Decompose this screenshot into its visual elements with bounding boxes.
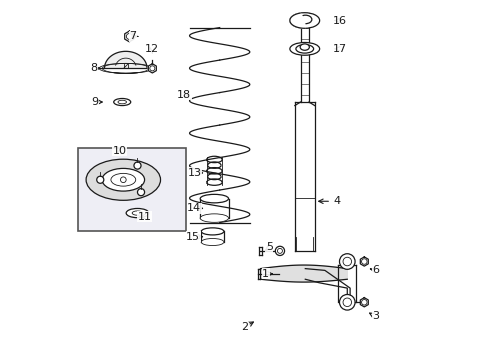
- Text: 9: 9: [91, 97, 98, 107]
- Ellipse shape: [111, 174, 136, 186]
- Circle shape: [149, 66, 155, 71]
- Circle shape: [120, 177, 126, 183]
- Text: 14: 14: [187, 203, 201, 213]
- Ellipse shape: [295, 45, 313, 53]
- Ellipse shape: [114, 99, 130, 105]
- Ellipse shape: [200, 214, 228, 222]
- Ellipse shape: [132, 211, 142, 215]
- Circle shape: [97, 176, 103, 183]
- Ellipse shape: [126, 208, 148, 218]
- Circle shape: [343, 257, 351, 266]
- Polygon shape: [289, 13, 304, 28]
- Text: 18: 18: [177, 90, 191, 100]
- Text: 6: 6: [371, 265, 378, 275]
- Bar: [78, 148, 185, 231]
- Polygon shape: [124, 31, 134, 42]
- Ellipse shape: [300, 44, 309, 50]
- Text: 2: 2: [241, 322, 247, 332]
- Circle shape: [343, 298, 351, 306]
- Ellipse shape: [289, 13, 319, 28]
- Circle shape: [126, 33, 132, 39]
- Circle shape: [339, 254, 354, 269]
- Circle shape: [137, 189, 144, 196]
- Circle shape: [275, 246, 284, 256]
- Circle shape: [277, 248, 282, 253]
- Ellipse shape: [289, 42, 319, 55]
- Text: 7: 7: [129, 31, 136, 41]
- Ellipse shape: [102, 168, 144, 191]
- Text: 8: 8: [90, 63, 97, 73]
- Text: 1: 1: [262, 269, 269, 279]
- Polygon shape: [104, 51, 147, 68]
- Text: 13: 13: [187, 168, 202, 178]
- Ellipse shape: [299, 15, 311, 24]
- Circle shape: [361, 300, 366, 305]
- Polygon shape: [260, 265, 346, 282]
- Circle shape: [361, 259, 366, 264]
- Polygon shape: [148, 64, 156, 73]
- Text: 10: 10: [113, 146, 126, 156]
- Ellipse shape: [200, 194, 228, 203]
- Ellipse shape: [201, 228, 224, 235]
- Ellipse shape: [118, 100, 126, 104]
- Text: 5: 5: [265, 242, 272, 252]
- Text: 4: 4: [332, 196, 340, 206]
- Text: 15: 15: [186, 232, 200, 242]
- Text: 11: 11: [137, 212, 151, 221]
- Text: 3: 3: [371, 311, 378, 321]
- Text: 17: 17: [332, 44, 346, 54]
- Ellipse shape: [201, 238, 224, 246]
- Circle shape: [134, 162, 141, 169]
- Circle shape: [339, 294, 354, 310]
- Text: 12: 12: [145, 44, 159, 54]
- Text: 16: 16: [332, 15, 346, 26]
- Ellipse shape: [86, 159, 160, 200]
